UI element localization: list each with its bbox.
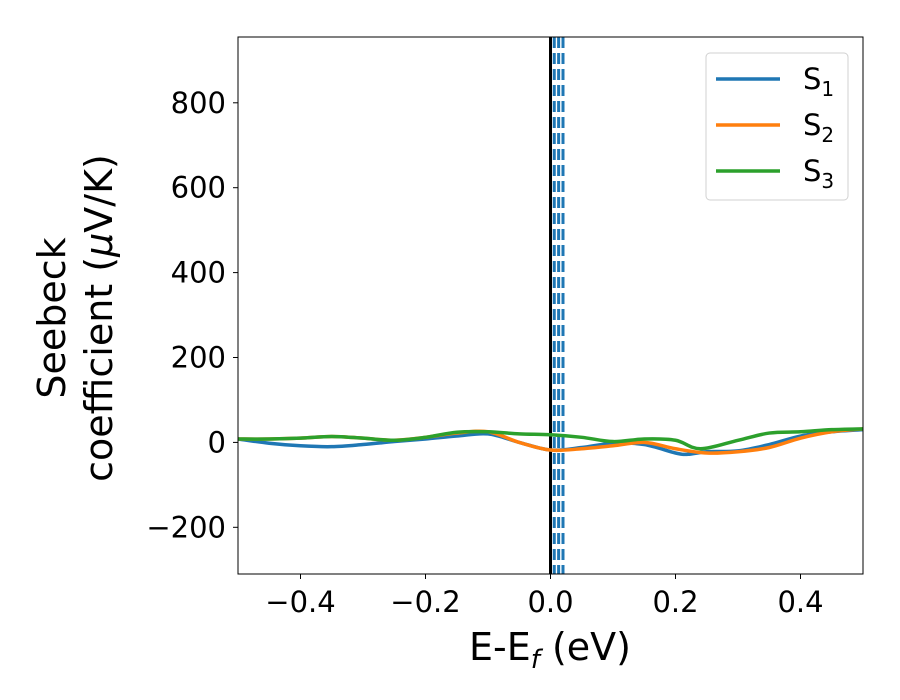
x-tick-label: −0.2 bbox=[390, 585, 460, 619]
mu-symbol: μ bbox=[77, 233, 121, 258]
y-axis-label-line1: Seebeck bbox=[30, 237, 74, 398]
x-axis-ticks: −0.4 −0.2 0.0 0.2 0.4 bbox=[265, 574, 824, 619]
y-tick-label: 200 bbox=[171, 341, 226, 375]
x-tick-label: −0.4 bbox=[265, 585, 335, 619]
reference-lines bbox=[549, 37, 565, 574]
x-axis-label: E-Ef (eV) bbox=[469, 625, 631, 675]
y-tick-label: 600 bbox=[171, 171, 226, 205]
x-axis-label-suffix: (eV) bbox=[540, 625, 631, 669]
y-tick-label: 0 bbox=[208, 425, 226, 459]
x-tick-label: 0.0 bbox=[527, 585, 573, 619]
y-tick-label: −200 bbox=[146, 510, 226, 544]
y-tick-label: 800 bbox=[171, 86, 226, 120]
legend-label-s3: S3 bbox=[803, 154, 834, 193]
x-tick-label: 0.2 bbox=[652, 585, 698, 619]
y-axis-label: Seebeck coefficient (μV/K) bbox=[30, 154, 121, 482]
legend-label-s2: S2 bbox=[803, 108, 834, 147]
legend-label-s1: S1 bbox=[803, 62, 834, 101]
legend: S1 S2 S3 bbox=[705, 52, 849, 201]
y-axis-label-line2: coefficient (μV/K) bbox=[77, 154, 121, 482]
y-axis-ticks: −200 0 200 400 600 800 bbox=[146, 86, 238, 544]
x-tick-label: 0.4 bbox=[777, 585, 823, 619]
y-tick-label: 400 bbox=[171, 256, 226, 290]
series-layer bbox=[238, 427, 863, 457]
series-line-s3 bbox=[238, 427, 863, 451]
